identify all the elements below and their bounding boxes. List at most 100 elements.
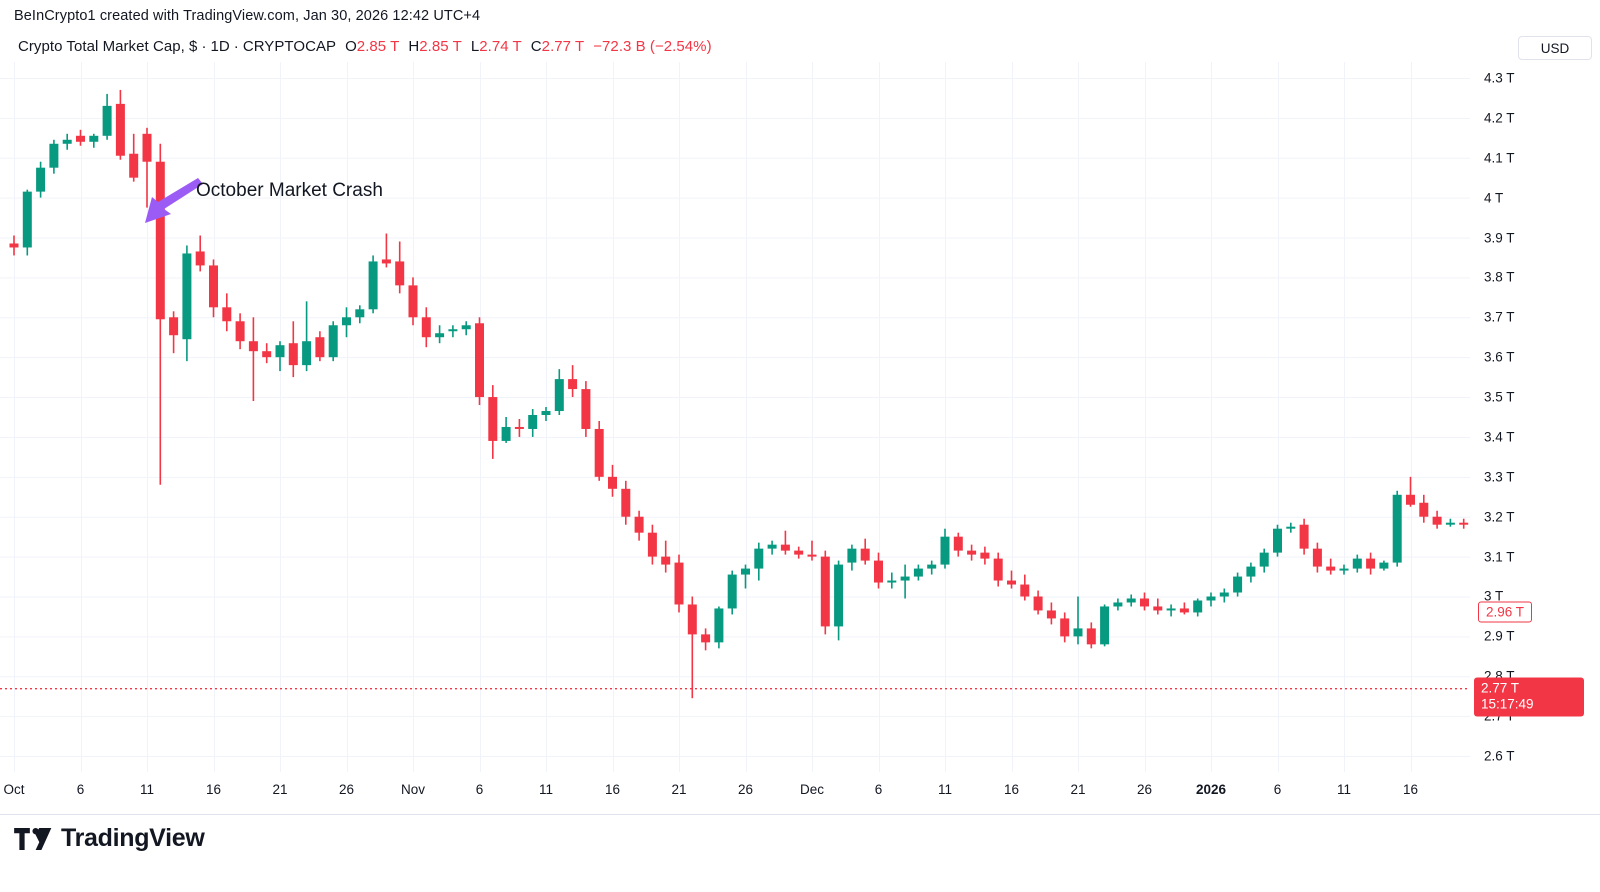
time-tick-label: Oct [3, 782, 25, 797]
chart-legend[interactable]: Crypto Total Market Cap, $ · 1D · CRYPTOCAP O… [18, 38, 712, 55]
price-scale[interactable]: 4.3 T 4.2 T 4.1 T 4 T 3.9 T 3.8 T 3.7 T 3.6 T 3.… [1470, 62, 1600, 772]
candle [1166, 604, 1176, 617]
candle [834, 560, 844, 641]
candle-body [1259, 552, 1269, 567]
time-tick-label: 26 [737, 782, 754, 797]
current-price-badge[interactable]: 2.77 T 15:17:49 [1474, 677, 1584, 717]
legend-low-value: 2.74 T [479, 38, 522, 55]
candle-body [874, 560, 883, 583]
time-tick-label: 21 [671, 782, 687, 797]
candle-body [927, 564, 937, 569]
price-tick-label: 3.2 T [1484, 509, 1515, 525]
time-scale[interactable]: Oct 6 11 16 21 26 Nov 6 11 16 21 26 Dec 6 11 16 21 26 2026… [0, 772, 1470, 808]
candle [1366, 552, 1376, 575]
tradingview-mark-icon [14, 827, 52, 850]
legend-close-label: C [530, 38, 542, 55]
candle-body [328, 325, 338, 358]
candle-body [754, 548, 764, 569]
candle [1352, 554, 1362, 573]
candle [435, 325, 445, 344]
candle [1140, 592, 1149, 611]
candle-body [235, 321, 245, 342]
price-tick-label: 3.9 T [1484, 230, 1515, 245]
candle [1046, 602, 1056, 625]
candle-body [102, 105, 112, 136]
candle [953, 532, 963, 557]
price-tick-label: 2.9 T [1484, 628, 1515, 644]
candle-body [1326, 566, 1336, 571]
candle [1299, 518, 1309, 555]
candle [1445, 518, 1455, 527]
candle [262, 343, 272, 364]
candle-body [820, 556, 830, 627]
candle [528, 409, 538, 437]
candle-body [993, 558, 1003, 581]
candle [315, 331, 325, 362]
candle [1459, 518, 1469, 529]
candle [993, 552, 1003, 587]
candle [1419, 494, 1429, 523]
legend-symbol[interactable]: Crypto Total Market Cap, $ [18, 38, 198, 55]
candle [1379, 560, 1389, 571]
time-tick-label: 26 [1136, 782, 1153, 797]
candle [408, 277, 418, 326]
candle-body [501, 426, 511, 441]
candle-body [594, 428, 604, 477]
time-tick-label: 21 [272, 782, 288, 797]
candle-body [1273, 528, 1282, 553]
candle [1246, 562, 1256, 583]
candle-body [1007, 580, 1016, 585]
price-tick-label: 3.4 T [1484, 429, 1515, 445]
legend-interval[interactable]: 1D [210, 38, 230, 55]
time-tick-label: 16 [604, 782, 621, 797]
candle-body [1126, 598, 1136, 603]
candle [129, 133, 139, 182]
candle-body [408, 285, 418, 318]
candle-body [953, 536, 963, 551]
candle [328, 321, 338, 362]
current-price-countdown: 15:17:49 [1481, 696, 1534, 712]
candle-body [1179, 608, 1189, 613]
time-tick-label: 6 [874, 782, 883, 797]
candle [780, 530, 790, 555]
candle-body [581, 389, 591, 429]
candle [235, 313, 245, 350]
candle-body [1060, 618, 1070, 637]
candle-body [634, 516, 644, 533]
candle-body [1206, 596, 1216, 601]
candle-body [1392, 494, 1402, 563]
candle [448, 325, 458, 338]
candle [1153, 598, 1163, 615]
candle-body [1046, 610, 1056, 619]
candle [395, 241, 405, 294]
candle [1179, 602, 1189, 615]
candle [927, 560, 937, 575]
candle-body [155, 161, 165, 320]
candle [1233, 572, 1243, 597]
candle-body [794, 550, 804, 555]
time-tick-label: 6 [1273, 782, 1282, 797]
tradingview-logo[interactable]: TradingView [14, 826, 205, 851]
candle [541, 407, 551, 421]
candle [1259, 548, 1269, 573]
candle [89, 133, 99, 148]
candle [102, 93, 112, 140]
currency-badge[interactable]: USD [1518, 36, 1592, 60]
price-tick-label: 3.3 T [1484, 469, 1515, 485]
time-tick-label: 2026 [1195, 782, 1227, 797]
candle-body [1432, 516, 1442, 525]
candle [1007, 570, 1016, 589]
candle-body [355, 309, 365, 318]
candle [209, 259, 218, 318]
candle [847, 544, 857, 571]
candle-body [568, 379, 578, 390]
current-price-value: 2.77 T [1481, 680, 1520, 696]
price-tick-label: 2.6 T [1484, 748, 1515, 764]
time-tick-label: 11 [538, 782, 554, 797]
price-tick-label: 4.3 T [1484, 70, 1515, 86]
legend-high-label: H [408, 38, 420, 55]
candle [1326, 558, 1336, 575]
candle-body [381, 259, 391, 264]
last-price-badge[interactable]: 2.96 T [1478, 601, 1533, 623]
chart-plot-area[interactable] [0, 62, 1470, 772]
